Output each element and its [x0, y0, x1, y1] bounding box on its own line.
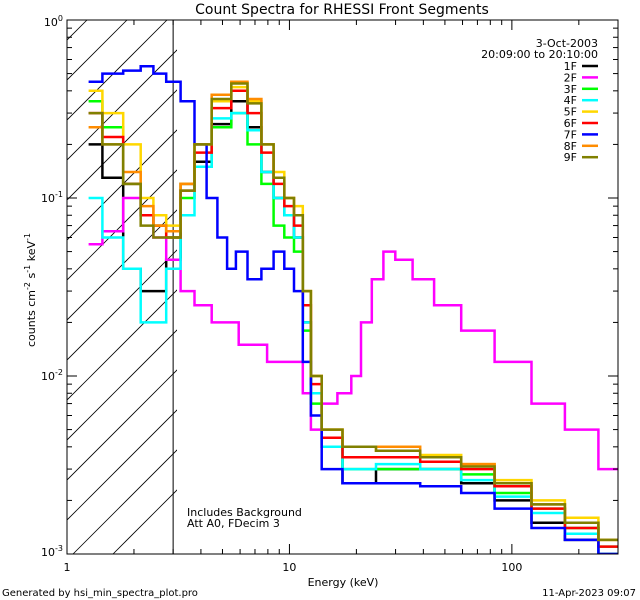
hatch-line	[72, 449, 177, 554]
x-tick-label: 100	[501, 561, 522, 574]
series-line-7F	[88, 64, 618, 554]
hatch-line	[67, 409, 177, 521]
hatch-line	[67, 209, 177, 321]
date-label: 3-Oct-2003	[536, 37, 598, 50]
footer-timestamp: 11-Apr-2023 09:07	[542, 588, 636, 599]
series-layer	[88, 64, 618, 554]
legend-label-5F: 5F	[564, 106, 577, 119]
annotation-attenuator: Att A0, FDecim 3	[187, 517, 280, 530]
legend-label-8F: 8F	[564, 140, 577, 153]
hatch-line	[67, 49, 177, 161]
x-axis-label: Energy (keV)	[308, 576, 379, 589]
legend-label-9F: 9F	[564, 151, 577, 164]
y-tick-label: 10-1	[41, 190, 63, 205]
x-tick-label: 1	[64, 561, 71, 574]
annotation-background: Includes Background	[187, 506, 302, 519]
legend-label-6F: 6F	[564, 117, 577, 130]
series-line-9F	[88, 82, 618, 542]
legend-label-4F: 4F	[564, 94, 577, 107]
legend-label-3F: 3F	[564, 83, 577, 96]
y-tick-label: 10-2	[41, 368, 63, 383]
y-tick-label: 10-3	[41, 544, 63, 559]
x-tick-labels: 1 10 100	[64, 561, 523, 574]
footer-generated-by: Generated by hsi_min_spectra_plot.pro	[2, 588, 198, 599]
legend-label-7F: 7F	[564, 128, 577, 141]
hatch-line	[67, 89, 177, 201]
y-tick-labels: 100 10-1 10-2 10-3	[41, 14, 63, 559]
x-tick-label: 10	[282, 561, 296, 574]
legend-label-2F: 2F	[564, 71, 577, 84]
hatch-line	[67, 20, 168, 121]
legend-label-1F: 1F	[564, 60, 577, 73]
series-line-4F	[88, 111, 618, 554]
y-tick-label: 100	[44, 14, 63, 29]
y-axis-label: counts cm-2 s-1 keV-1	[23, 233, 38, 347]
plot-frame	[66, 19, 619, 555]
axis-ticks	[66, 19, 619, 555]
chart-title: Count Spectra for RHESSI Front Segments	[195, 2, 489, 18]
hatch-line	[67, 369, 177, 481]
time-range-label: 20:09:00 to 20:10:00	[481, 48, 598, 61]
